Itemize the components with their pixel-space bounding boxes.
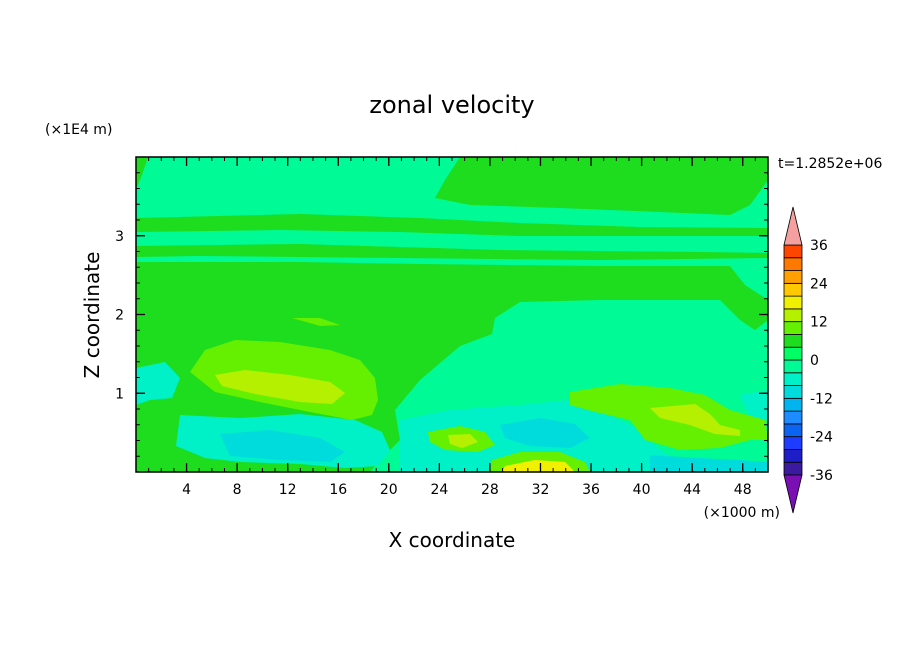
colorbar-box	[783, 308, 803, 323]
colorbar-box	[783, 385, 803, 399]
contour-band-thin	[136, 244, 768, 260]
y-axis-label: Z coordinate	[80, 252, 104, 379]
contour-bottom-right-cyan	[650, 455, 768, 472]
colorbar-tick-label: -36	[810, 468, 833, 484]
contour-left-cyan	[136, 362, 180, 405]
colorbar-tick-label: 0	[810, 353, 819, 369]
x-axis-label: X coordinate	[389, 528, 516, 552]
contour-upper-right-green	[435, 157, 768, 215]
colorbar-tick-label: 36	[810, 238, 828, 254]
contour-streak	[292, 318, 340, 326]
contour-bottom-mid-cyan-inner	[500, 418, 590, 448]
contour-field	[136, 157, 768, 472]
contour-bottom-left-cyan-inner	[220, 430, 345, 462]
x-tick-label: 24	[430, 482, 448, 498]
y-tick-label: 2	[115, 308, 124, 324]
x-tick-label: 48	[734, 482, 752, 498]
colorbar-tick-label: -12	[810, 391, 833, 407]
colorbar-box	[783, 359, 803, 374]
colorbar-box	[783, 295, 803, 310]
colorbar-box	[783, 423, 803, 438]
x-tick-label: 36	[582, 482, 600, 498]
colorbar-box	[783, 410, 803, 425]
x-tick-label: 20	[380, 482, 398, 498]
colorbar-box	[783, 244, 803, 259]
colorbar-box	[783, 334, 803, 348]
x-tick-label: 44	[683, 482, 701, 498]
contour-left-lobe-inner	[215, 370, 345, 404]
colorbar-box	[783, 449, 803, 463]
contour-bottom-max-b-inner	[502, 460, 575, 472]
contour-bottom-max-a-inner	[448, 434, 478, 448]
chart-title: zonal velocity	[369, 91, 534, 119]
colorbar-tick-label: 12	[810, 315, 828, 331]
colorbar-box	[783, 270, 803, 284]
y-unit-label: (×1E4 m)	[45, 122, 112, 138]
contour-upper-green	[136, 157, 148, 190]
colorbar-extend-min	[783, 474, 803, 514]
x-tick-label: 16	[329, 482, 347, 498]
colorbar-box	[783, 436, 803, 450]
x-tick-label: 4	[182, 482, 191, 498]
y-tick-label: 1	[115, 386, 124, 402]
time-label: t=1.2852e+06	[778, 156, 882, 172]
x-unit-label: (×1000 m)	[704, 505, 780, 521]
colorbar: 36 24 12 0 -12 -24 -36	[783, 206, 833, 514]
colorbar-box	[783, 372, 803, 386]
x-tick-label: 40	[633, 482, 651, 498]
colorbar-box	[783, 282, 803, 297]
colorbar-box	[783, 397, 803, 412]
colorbar-tick-label: -24	[810, 430, 833, 446]
colorbar-box	[783, 321, 803, 335]
contour-right-lobe-inner	[650, 404, 740, 436]
x-tick-label: 28	[481, 482, 499, 498]
colorbar-extend-max	[783, 206, 803, 246]
x-tick-label: 32	[532, 482, 550, 498]
contour-right-edge-cyan	[740, 390, 768, 420]
colorbar-box	[783, 461, 803, 476]
colorbar-tick-label: 24	[810, 276, 828, 292]
y-tick-label: 3	[115, 229, 124, 245]
x-tick-label: 12	[279, 482, 297, 498]
colorbar-box	[783, 346, 803, 361]
contour-band-3	[136, 214, 768, 236]
x-tick-label: 8	[233, 482, 242, 498]
colorbar-box	[783, 257, 803, 271]
